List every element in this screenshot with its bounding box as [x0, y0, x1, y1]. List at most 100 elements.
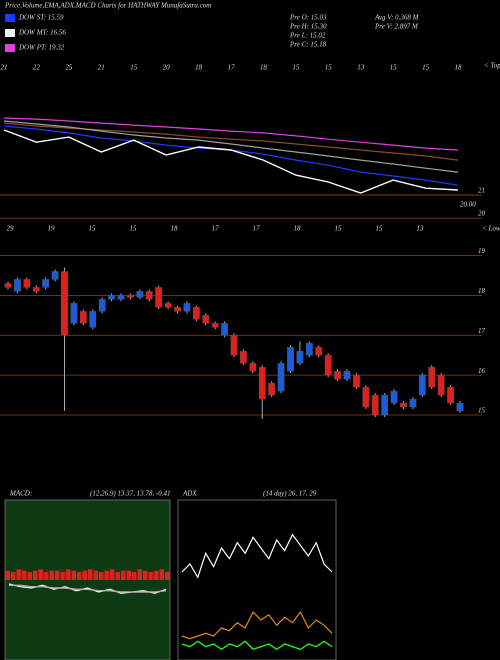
info-text: Pre V: 2.897 M [374, 23, 419, 31]
candle-body [61, 271, 68, 336]
x-tick-label: 15 [130, 225, 138, 233]
legend-label: DOW ST: 15.59 [18, 14, 64, 22]
legend-swatch [5, 44, 15, 52]
histogram-bar [148, 572, 153, 580]
candle-body [211, 323, 219, 328]
x-tick-label: 19 [48, 225, 56, 233]
x-tick-label: 17 [228, 64, 236, 72]
candle-body [79, 311, 87, 324]
candle-body [4, 283, 12, 288]
x-tick-label: 15 [89, 225, 97, 233]
legend-swatch [5, 14, 15, 22]
candle-body [437, 374, 445, 396]
page-title: Price,Volume,EMA,ADX,MACD Charts for HAT… [4, 2, 211, 10]
x-tick-label: 13 [357, 64, 365, 72]
x-tick-label: 15 [325, 64, 333, 72]
legend-swatch [5, 29, 15, 37]
x-tick-label: 18 [195, 64, 203, 72]
candle-body [315, 347, 323, 356]
histogram-bar [55, 570, 60, 580]
candle-body [51, 271, 59, 280]
histogram-bar [88, 569, 93, 580]
x-tick-label: 18 [260, 64, 268, 72]
histogram-bar [38, 569, 43, 580]
legend-label: DOW MT: 16.56 [18, 29, 66, 37]
y-tick-label: 21 [478, 187, 485, 195]
x-tick-label: 15 [292, 64, 300, 72]
candle-body [14, 279, 21, 292]
candle-body [456, 402, 464, 412]
histogram-bar [82, 570, 87, 580]
candle-body [324, 355, 332, 376]
x-tick-label: 15 [422, 64, 430, 72]
histogram-bar [154, 570, 159, 580]
histogram-bar [143, 570, 148, 580]
x-tick-label: 15 [390, 64, 398, 72]
histogram-bar [137, 569, 142, 580]
histogram-bar [27, 572, 32, 580]
x-tick-label: 21 [1, 64, 8, 72]
candle-body [268, 382, 276, 396]
histogram-bar [132, 572, 137, 580]
annotation: < Tops [484, 62, 500, 70]
candle-body [117, 295, 125, 300]
y-tick-label: 20 [478, 210, 486, 218]
candle-body [409, 398, 417, 408]
y-tick-label: 16 [478, 367, 486, 375]
histogram-bar [22, 570, 27, 580]
x-tick-label: 15 [335, 225, 343, 233]
candle-body [305, 343, 313, 356]
histogram-bar [60, 572, 65, 580]
candle-body [249, 362, 257, 372]
candle-body [343, 370, 351, 380]
x-tick-label: 17 [212, 225, 220, 233]
series-line [181, 610, 333, 640]
candle-body [183, 303, 191, 312]
histogram-bar [165, 572, 170, 580]
histogram-bar [110, 569, 115, 580]
legend-label: DOW PT: 19.32 [18, 44, 65, 52]
candle-body [89, 311, 97, 328]
histogram-bar [16, 569, 21, 580]
candle-body [353, 374, 360, 388]
candle-body [221, 323, 228, 336]
candle-body [174, 307, 181, 312]
candle-body [70, 303, 78, 324]
candle-body [23, 279, 31, 288]
histogram-bar [104, 570, 109, 580]
candle-body [155, 287, 163, 308]
candle-body [136, 291, 144, 298]
histogram-bar [5, 570, 10, 580]
histogram-bar [126, 570, 131, 580]
candle-body [381, 394, 389, 416]
y-tick-label: 18 [478, 287, 486, 295]
candle-body [277, 362, 285, 392]
series-line [3, 117, 459, 151]
info-text: Pre L: 15.02 [289, 32, 326, 40]
histogram-bar [115, 572, 120, 580]
histogram-bar [11, 572, 16, 580]
histogram-bar [93, 570, 98, 580]
histogram-bar [77, 572, 82, 580]
candle-body [202, 315, 210, 324]
candle-body [145, 291, 153, 300]
info-text: Avg V: 0.368 M [374, 14, 420, 22]
histogram-bar [159, 569, 164, 580]
histogram-bar [99, 572, 104, 580]
series-line [181, 533, 333, 579]
candle-body [296, 351, 304, 364]
candle-body [418, 374, 426, 396]
candle-body [400, 402, 407, 408]
histogram-bar [121, 570, 126, 580]
candle-body [428, 366, 436, 388]
panel-background [177, 499, 337, 660]
series-line [181, 640, 333, 651]
histogram-bar [66, 569, 71, 580]
histogram-bar [49, 570, 54, 580]
annotation: < Lows [482, 225, 500, 233]
candle-body [371, 394, 379, 416]
x-tick-label: 22 [33, 64, 41, 72]
x-tick-label: 18 [455, 64, 463, 72]
